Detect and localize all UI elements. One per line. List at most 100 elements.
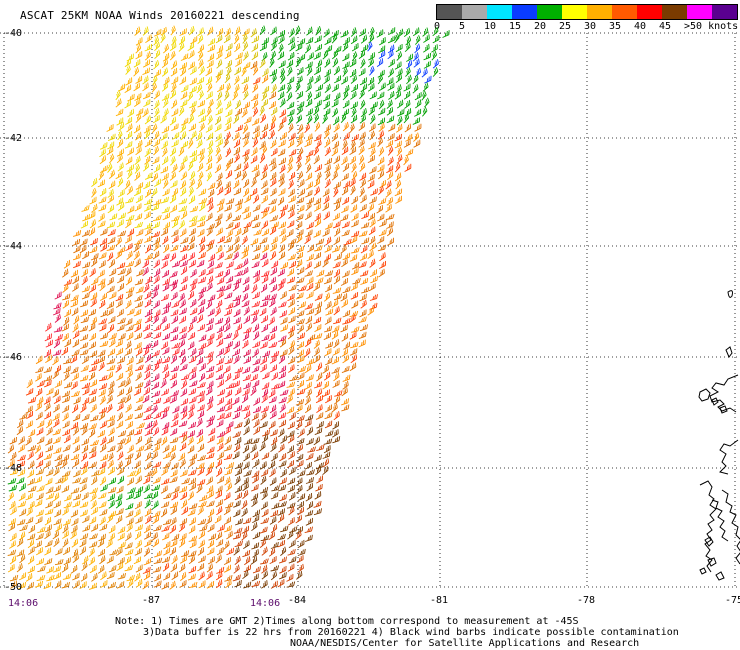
wind-barb (188, 123, 196, 132)
wind-barb (232, 397, 240, 406)
wind-barb (232, 411, 240, 420)
wind-barb (226, 547, 234, 556)
wind-barb (190, 269, 197, 278)
wind-barb (405, 148, 414, 157)
wind-barb (171, 229, 179, 237)
wind-barb (376, 58, 384, 67)
wind-barb (215, 539, 224, 548)
wind-barb (412, 74, 419, 85)
wind-barb (405, 35, 412, 46)
wind-barb (170, 204, 178, 213)
wind-barb (63, 381, 73, 389)
wind-barb (170, 35, 177, 46)
wind-barb (54, 509, 62, 518)
wind-barb (423, 52, 432, 61)
wind-barb (151, 532, 158, 541)
wind-barb (180, 187, 187, 197)
wind-barb (233, 179, 240, 189)
wind-barb (124, 542, 133, 550)
wind-barb (223, 268, 231, 278)
wind-barb (153, 35, 159, 46)
wind-barb (243, 178, 250, 188)
wind-barb (187, 436, 194, 446)
wind-barb (278, 188, 286, 197)
wind-barb (134, 213, 143, 221)
wind-barb (79, 244, 87, 254)
wind-barb (241, 250, 248, 259)
wind-barb (188, 396, 197, 404)
wind-barb (197, 44, 205, 54)
wind-barb (82, 524, 91, 532)
wind-barb (124, 394, 132, 404)
wind-barb (367, 155, 375, 164)
wind-barb (206, 171, 212, 182)
wind-barb (160, 196, 169, 204)
wind-barb (142, 566, 151, 574)
wind-barb (26, 581, 34, 590)
wind-barb (225, 389, 232, 398)
wind-barb (261, 580, 268, 589)
wind-barb (97, 220, 106, 228)
wind-barb (73, 260, 81, 269)
wind-barb (135, 475, 142, 485)
wind-barb (152, 221, 160, 229)
wind-barb (144, 492, 153, 500)
wind-barb (214, 115, 222, 125)
wind-barb (323, 292, 331, 302)
wind-barb (250, 444, 257, 453)
wind-barb (361, 286, 370, 294)
wind-barb (142, 26, 149, 36)
wind-barb (396, 51, 403, 61)
wind-barb (170, 67, 178, 77)
wind-barb (163, 572, 171, 581)
wind-barb (333, 338, 340, 349)
wind-barb (54, 313, 61, 323)
wind-barb (34, 476, 43, 484)
wind-barb (179, 62, 187, 70)
wind-barb (117, 541, 126, 549)
wind-barb (161, 357, 171, 364)
wind-barb (242, 131, 250, 140)
wind-barb (323, 195, 330, 205)
wind-barb (243, 356, 252, 364)
wind-barb (70, 355, 78, 364)
wind-barb (395, 179, 402, 190)
wind-barb (225, 116, 232, 126)
wind-barb (323, 277, 332, 285)
wind-barb (88, 446, 97, 454)
wind-barb (358, 50, 366, 59)
wind-barb (359, 172, 367, 181)
wind-barb (190, 130, 197, 140)
wind-barb (25, 436, 32, 446)
wind-barb (241, 300, 250, 308)
wind-barb (44, 349, 52, 358)
wind-barb (134, 524, 143, 532)
wind-barb (216, 475, 225, 484)
wind-barb (98, 411, 106, 421)
wind-barb (260, 363, 267, 373)
wind-barb (90, 298, 97, 308)
wind-barb (106, 146, 114, 156)
wind-barb (151, 339, 159, 349)
wind-barb (261, 275, 269, 284)
wind-barb (225, 170, 233, 179)
wind-barb (296, 91, 304, 100)
wind-barb (196, 462, 205, 470)
wind-barb (359, 114, 366, 124)
wind-barb (53, 500, 61, 509)
wind-barb (207, 333, 215, 341)
wind-barb (178, 420, 188, 427)
wind-barb (350, 204, 358, 213)
wind-barb (216, 285, 226, 292)
wind-barb (145, 276, 152, 285)
wind-barb (162, 562, 170, 572)
wind-barb (215, 213, 223, 222)
wind-barb (134, 155, 141, 165)
wind-barb (313, 197, 322, 206)
wind-barb (90, 238, 98, 246)
wind-barb (206, 355, 213, 365)
wind-barb (54, 558, 64, 566)
wind-barb (368, 33, 375, 44)
wind-barb (278, 396, 287, 404)
wind-barb (179, 469, 188, 477)
